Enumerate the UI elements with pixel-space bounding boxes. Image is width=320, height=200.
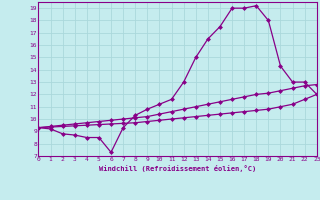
X-axis label: Windchill (Refroidissement éolien,°C): Windchill (Refroidissement éolien,°C) xyxy=(99,165,256,172)
